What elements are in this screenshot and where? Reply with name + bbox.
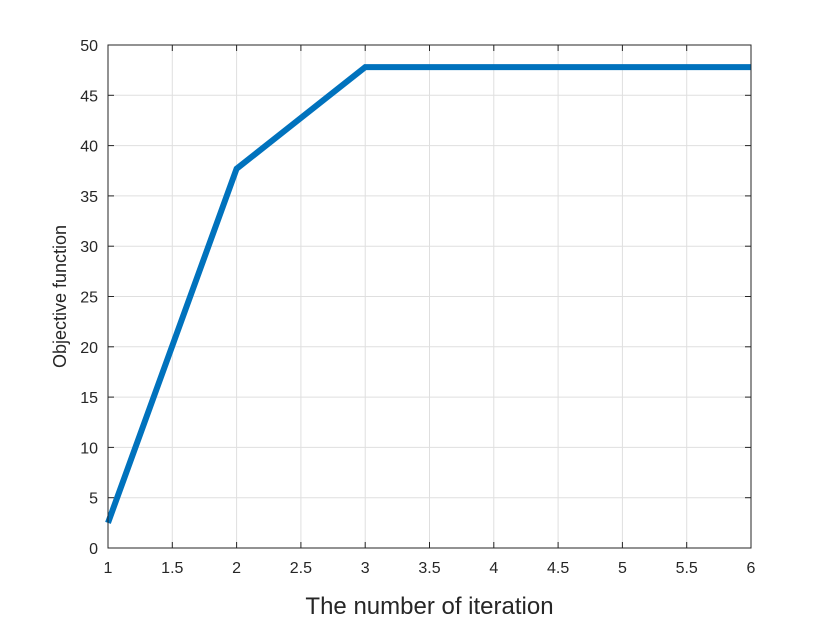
- y-axis-label: Objective function: [50, 225, 70, 368]
- x-axis-label: The number of iteration: [305, 593, 553, 620]
- grid: [107, 44, 752, 549]
- x-tick-label: 4.5: [547, 560, 569, 577]
- y-tick-label: 5: [89, 491, 98, 508]
- y-tick-label: 45: [80, 88, 98, 105]
- y-tick-label: 15: [80, 390, 98, 407]
- y-axis: 0 5 10 15 20 25 30 35 40 45 50: [80, 38, 751, 558]
- x-tick-label: 1: [104, 560, 113, 577]
- x-tick-label: 6: [747, 560, 756, 577]
- x-tick-label: 4: [489, 560, 498, 577]
- y-tick-label: 10: [80, 440, 98, 457]
- y-tick-label: 40: [80, 139, 98, 156]
- series-line: [105, 64, 751, 524]
- y-tick-label: 35: [80, 189, 98, 206]
- y-tick-label: 30: [80, 239, 98, 256]
- x-axis: 1 1.5 2 2.5 3 3.5 4 4.5 5 5.5 6: [104, 45, 756, 577]
- y-tick-label: 0: [89, 541, 98, 558]
- y-tick-label: 50: [80, 38, 98, 55]
- series-layer: [105, 64, 751, 524]
- x-tick-label: 3: [361, 560, 370, 577]
- x-tick-label: 3.5: [418, 560, 440, 577]
- x-tick-label: 2: [232, 560, 241, 577]
- x-tick-label: 2.5: [290, 560, 312, 577]
- x-tick-label: 1.5: [161, 560, 183, 577]
- x-tick-label: 5: [618, 560, 627, 577]
- y-tick-label: 25: [80, 290, 98, 307]
- x-tick-label: 5.5: [676, 560, 698, 577]
- y-tick-label: 20: [80, 340, 98, 357]
